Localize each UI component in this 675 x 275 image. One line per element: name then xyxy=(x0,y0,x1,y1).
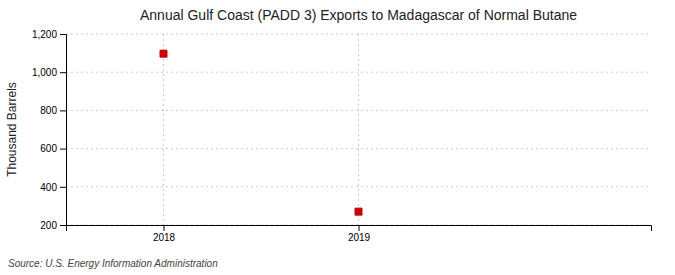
x-tick-mark xyxy=(164,225,165,231)
y-axis-line xyxy=(60,35,67,226)
title: Annual Gulf Coast (PADD 3) Exports to Ma… xyxy=(140,7,577,23)
y-tick: 400 xyxy=(40,182,66,193)
y-tick-mark xyxy=(60,34,66,35)
y-tick-mark xyxy=(60,72,66,73)
x-axis: 2018 2019 xyxy=(67,225,652,243)
grid-line-y xyxy=(66,148,651,149)
x-tick: 2019 xyxy=(348,225,371,243)
x-tick-label: 2018 xyxy=(153,232,176,243)
y-tick-label: 800 xyxy=(40,105,57,116)
grid-line-x xyxy=(163,34,164,225)
y-tick: 200 xyxy=(40,220,66,231)
grid-line-x xyxy=(358,34,359,225)
points xyxy=(160,50,362,215)
y-tick-mark xyxy=(60,149,66,150)
chart: 2018 2019 200 400 600 800 1,000 1,200 Annual Gul… xyxy=(0,0,675,275)
source-note: Source: U.S. Energy Information Administ… xyxy=(8,258,218,269)
grid-line-y xyxy=(66,186,651,187)
x-tick: 2018 xyxy=(153,225,176,243)
y-tick-mark xyxy=(60,110,66,111)
point xyxy=(160,50,167,57)
y-tick: 800 xyxy=(40,105,66,116)
y-tick-label: 1,200 xyxy=(32,29,57,40)
y-axis: 200 400 600 800 1,000 1,200 xyxy=(32,29,67,231)
grid-line-y xyxy=(66,72,651,73)
y-tick: 600 xyxy=(40,143,66,154)
y-tick: 1,200 xyxy=(32,29,66,40)
grid xyxy=(66,34,651,225)
point xyxy=(355,208,362,215)
y-tick-label: 600 xyxy=(40,143,57,154)
y-tick-label: 1,000 xyxy=(32,67,57,78)
y-tick-label: 400 xyxy=(40,182,57,193)
y-tick-mark xyxy=(60,225,66,226)
x-tick-label: 2019 xyxy=(348,232,371,243)
y-tick: 1,000 xyxy=(32,67,66,78)
y-axis-title: Thousand Barrels xyxy=(5,82,19,177)
y-tick-mark xyxy=(60,187,66,188)
x-axis-line xyxy=(67,226,652,232)
x-tick-mark xyxy=(359,225,360,231)
y-tick-label: 200 xyxy=(40,220,57,231)
plot-area: 2018 2019 200 400 600 800 1,000 1,200 xyxy=(32,29,652,243)
